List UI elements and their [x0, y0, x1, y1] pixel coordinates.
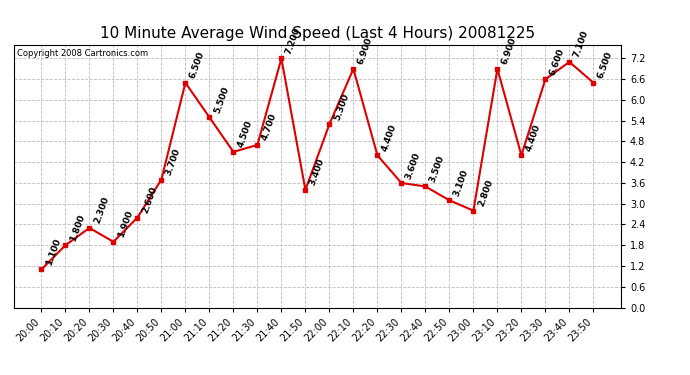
Text: 2.600: 2.600: [140, 185, 158, 215]
Text: 3.500: 3.500: [428, 154, 446, 184]
Text: 5.500: 5.500: [213, 85, 230, 114]
Text: 6.900: 6.900: [356, 36, 374, 66]
Text: 6.500: 6.500: [596, 50, 614, 80]
Text: 1.800: 1.800: [68, 213, 86, 243]
Text: 5.300: 5.300: [332, 92, 351, 122]
Text: 6.600: 6.600: [548, 47, 566, 76]
Text: 2.800: 2.800: [476, 178, 494, 208]
Text: 7.100: 7.100: [572, 30, 591, 59]
Text: 4.700: 4.700: [260, 112, 278, 142]
Text: 3.700: 3.700: [164, 147, 182, 177]
Text: 1.900: 1.900: [116, 209, 135, 239]
Text: 6.900: 6.900: [500, 36, 518, 66]
Text: 6.500: 6.500: [188, 50, 206, 80]
Text: 1.100: 1.100: [44, 237, 62, 267]
Text: 7.200: 7.200: [284, 26, 302, 56]
Text: 3.100: 3.100: [452, 168, 471, 198]
Text: 4.400: 4.400: [524, 123, 542, 153]
Title: 10 Minute Average Wind Speed (Last 4 Hours) 20081225: 10 Minute Average Wind Speed (Last 4 Hou…: [100, 26, 535, 41]
Text: 4.400: 4.400: [380, 123, 398, 153]
Text: 3.400: 3.400: [308, 158, 326, 187]
Text: 3.600: 3.600: [404, 151, 422, 180]
Text: 4.500: 4.500: [236, 120, 255, 149]
Text: Copyright 2008 Cartronics.com: Copyright 2008 Cartronics.com: [17, 49, 148, 58]
Text: 2.300: 2.300: [92, 196, 110, 225]
